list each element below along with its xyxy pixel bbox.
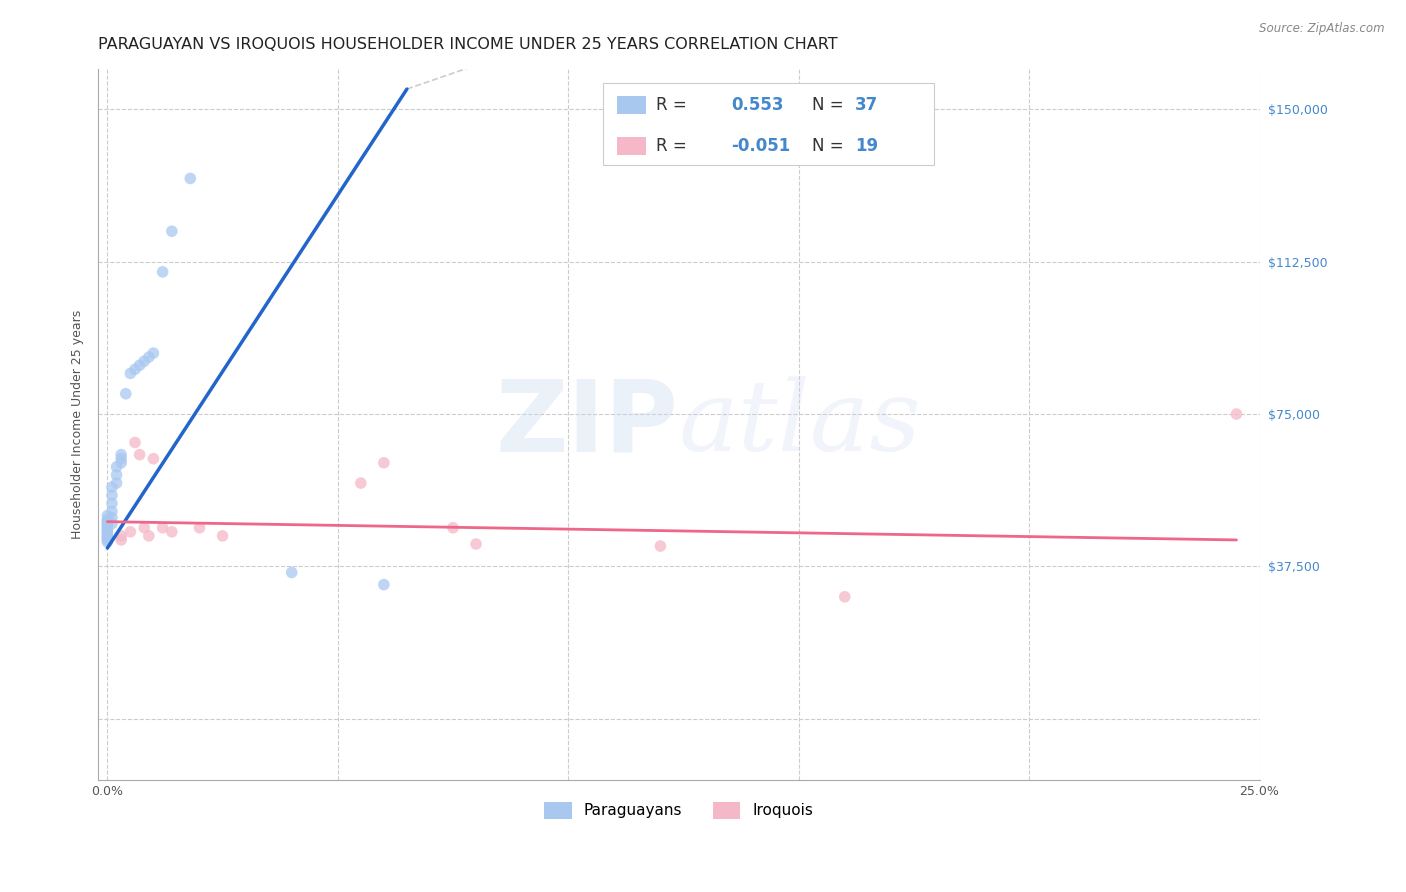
- Text: Source: ZipAtlas.com: Source: ZipAtlas.com: [1260, 22, 1385, 36]
- Point: [105, 476, 128, 491]
- Point: [124, 362, 146, 376]
- Point: [373, 577, 395, 591]
- Text: N =: N =: [813, 136, 849, 155]
- Point: [465, 537, 488, 551]
- Point: [101, 480, 124, 494]
- Point: [1225, 407, 1247, 421]
- Point: [96, 518, 118, 533]
- Point: [441, 521, 464, 535]
- Point: [350, 476, 373, 491]
- Point: [96, 524, 118, 539]
- Point: [96, 526, 118, 541]
- Point: [142, 451, 165, 466]
- FancyBboxPatch shape: [617, 137, 647, 155]
- Point: [188, 521, 211, 535]
- Text: R =: R =: [655, 136, 692, 155]
- Point: [96, 521, 118, 535]
- Point: [110, 456, 132, 470]
- Point: [134, 354, 156, 368]
- Point: [280, 566, 302, 580]
- Point: [101, 488, 124, 502]
- Point: [110, 448, 132, 462]
- Point: [110, 529, 132, 543]
- Point: [124, 435, 146, 450]
- Point: [101, 516, 124, 531]
- Point: [105, 459, 128, 474]
- Point: [834, 590, 856, 604]
- Point: [160, 224, 183, 238]
- Point: [138, 350, 160, 364]
- Legend: Paraguayans, Iroquois: Paraguayans, Iroquois: [538, 796, 820, 825]
- Text: ZIP: ZIP: [496, 376, 679, 473]
- Point: [96, 515, 118, 529]
- Text: R =: R =: [655, 96, 692, 114]
- Text: 37: 37: [855, 96, 879, 114]
- Point: [142, 346, 165, 360]
- Text: PARAGUAYAN VS IROQUOIS HOUSEHOLDER INCOME UNDER 25 YEARS CORRELATION CHART: PARAGUAYAN VS IROQUOIS HOUSEHOLDER INCOM…: [98, 37, 838, 53]
- Point: [179, 171, 201, 186]
- Point: [96, 535, 118, 549]
- FancyBboxPatch shape: [617, 96, 647, 114]
- Point: [110, 533, 132, 547]
- Point: [96, 516, 118, 531]
- Point: [152, 265, 174, 279]
- Point: [96, 531, 118, 545]
- Text: -0.051: -0.051: [731, 136, 790, 155]
- Point: [128, 359, 150, 373]
- Point: [101, 504, 124, 518]
- FancyBboxPatch shape: [603, 83, 935, 165]
- Point: [96, 523, 118, 537]
- Point: [101, 496, 124, 510]
- Text: atlas: atlas: [679, 376, 921, 472]
- Point: [105, 467, 128, 482]
- Point: [120, 524, 142, 539]
- Point: [650, 539, 672, 553]
- Point: [96, 529, 118, 543]
- Text: 0.553: 0.553: [731, 96, 783, 114]
- Point: [110, 451, 132, 466]
- Point: [160, 524, 183, 539]
- Point: [96, 533, 118, 547]
- Point: [134, 521, 156, 535]
- Point: [373, 456, 395, 470]
- Point: [101, 510, 124, 524]
- Point: [152, 521, 174, 535]
- Point: [138, 529, 160, 543]
- Point: [211, 529, 233, 543]
- Point: [128, 448, 150, 462]
- Y-axis label: Householder Income Under 25 years: Householder Income Under 25 years: [72, 310, 84, 539]
- Text: 19: 19: [855, 136, 879, 155]
- Point: [96, 508, 118, 523]
- Point: [96, 513, 118, 527]
- Point: [114, 386, 136, 401]
- Text: N =: N =: [813, 96, 849, 114]
- Point: [120, 367, 142, 381]
